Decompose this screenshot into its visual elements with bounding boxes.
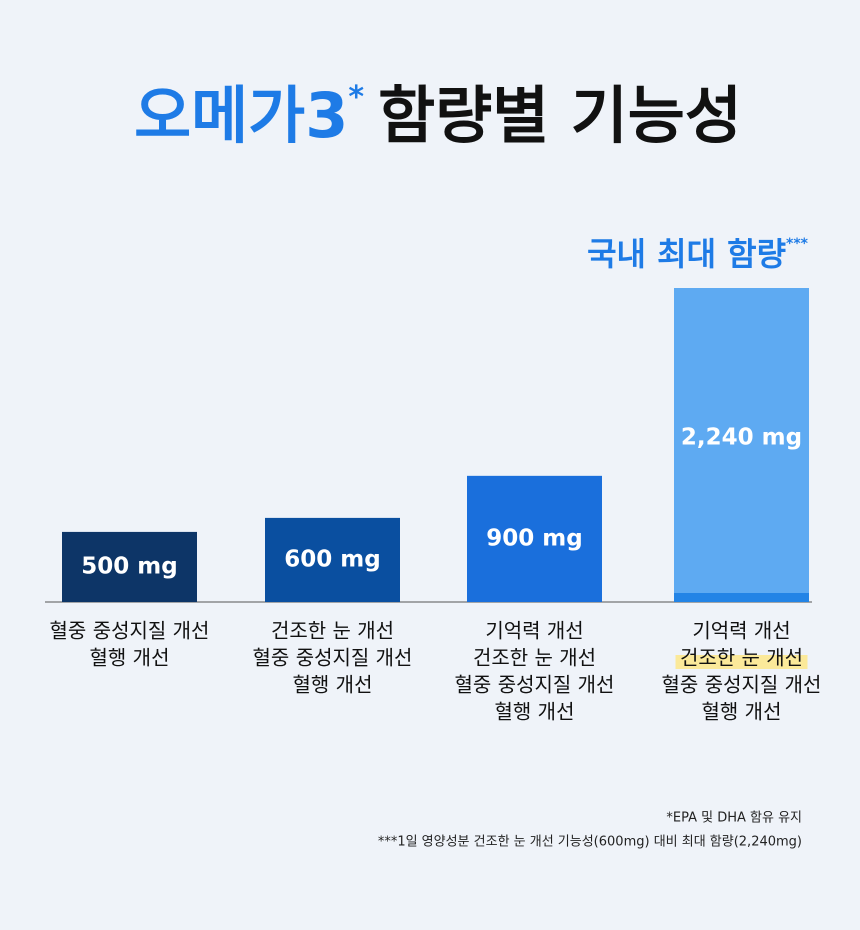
- category-label: 건조한 눈 개선: [680, 646, 803, 670]
- footnote: *EPA 및 DHA 함유 유지: [666, 811, 802, 826]
- category-label: 건조한 눈 개선: [271, 619, 394, 643]
- footnote: ***1일 영양성분 건조한 눈 개선 기능성(600mg) 대비 최대 함량(…: [378, 835, 802, 850]
- title-mark: *: [348, 80, 364, 115]
- bar: [62, 531, 197, 602]
- value-label: 600 mg: [284, 546, 380, 572]
- title-rest: 함량별 기능성: [378, 79, 742, 152]
- value-label: 900 mg: [486, 525, 582, 551]
- bar-base: [674, 593, 809, 602]
- category-label: 혈중 중성지질 개선: [455, 673, 615, 697]
- title: 오메가3* 함량별 기능성: [134, 79, 742, 152]
- category-label: 건조한 눈 개선: [473, 646, 596, 670]
- annotation-text: 국내 최대 함량: [587, 235, 786, 273]
- category-label: 혈행 개선: [495, 700, 575, 724]
- bar: [467, 475, 602, 602]
- annotation: 국내 최대 함량***: [587, 235, 809, 273]
- value-label: 500 mg: [81, 553, 177, 579]
- highlight: [675, 655, 808, 669]
- category-label: 혈중 중성지질 개선: [253, 646, 413, 670]
- value-label: 2,240 mg: [681, 425, 802, 451]
- title-highlight: 오메가3: [134, 79, 348, 152]
- annotation-mark: ***: [786, 236, 809, 252]
- category-label: 혈행 개선: [90, 646, 170, 670]
- bar: [265, 517, 400, 602]
- bar: [674, 288, 809, 602]
- category-label: 기억력 개선: [692, 619, 790, 643]
- category-label: 기억력 개선: [485, 619, 583, 643]
- category-label: 혈행 개선: [702, 700, 782, 724]
- category-label: 혈중 중성지질 개선: [662, 673, 822, 697]
- category-label: 혈중 중성지질 개선: [50, 619, 210, 643]
- category-label: 혈행 개선: [293, 673, 373, 697]
